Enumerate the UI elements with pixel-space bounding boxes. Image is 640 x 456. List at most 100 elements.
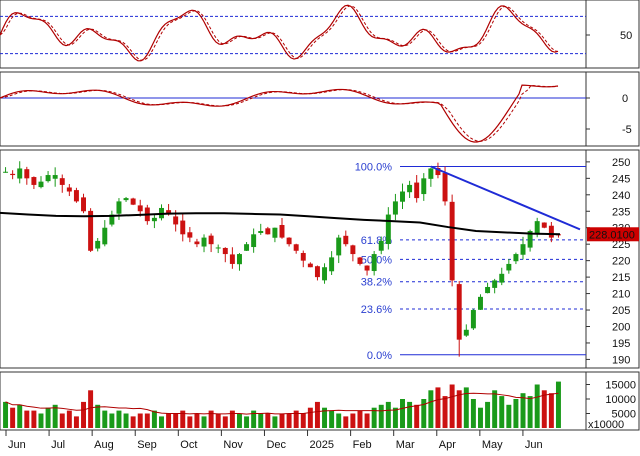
price-candle-body (38, 181, 44, 188)
price-candle-body (10, 173, 16, 176)
volume-bar (208, 410, 214, 428)
price-tick-label: 250 (612, 157, 630, 169)
volume-bar (31, 410, 37, 428)
stochastic-tick-label: 50 (620, 30, 632, 42)
price-candle-body (222, 247, 228, 255)
price-candle-body (456, 284, 462, 340)
price-tick-label: 225 (612, 239, 630, 251)
price-candle-body (322, 267, 328, 281)
price-candle-body (251, 234, 257, 248)
price-candle-body (258, 231, 264, 233)
price-candle-body (95, 240, 101, 249)
month-label: May (482, 439, 503, 451)
stochastic-d-line (0, 5, 559, 61)
volume-bar (520, 393, 526, 428)
volume-bar (513, 399, 519, 428)
volume-bar (66, 410, 72, 428)
macd-signal-line (0, 84, 559, 142)
volume-bar (59, 413, 65, 428)
price-tick-label: 205 (612, 305, 630, 317)
month-label: Nov (223, 439, 243, 451)
price-candle-body (478, 296, 483, 310)
price-candle-body (336, 237, 342, 256)
volume-bar (222, 416, 228, 428)
volume-bar (123, 413, 129, 428)
price-candle-body (407, 184, 413, 193)
price-candle-body (293, 244, 299, 251)
stochastic-k-line (0, 4, 559, 62)
last-price-tag (587, 227, 639, 242)
volume-bar (3, 401, 9, 428)
volume-bar (307, 407, 313, 428)
fib-level-label: 0.0% (367, 350, 392, 362)
price-candle-body (357, 257, 363, 264)
price-candle-body (400, 191, 405, 202)
volume-bar (414, 404, 420, 428)
fib-level-label: 100.0% (355, 161, 393, 173)
price-candle-body (66, 187, 72, 192)
volume-bar (527, 396, 533, 428)
price-candle-body (81, 197, 86, 212)
panel-frame (0, 71, 640, 147)
volume-bar (144, 413, 150, 428)
month-label: Mar (396, 439, 415, 451)
volume-bar (392, 407, 398, 428)
volume-bar (102, 410, 108, 428)
volume-bar (485, 401, 491, 428)
x-axis: Jun Jul Aug Sep Oct Nov Dec 2025 Feb Mar Apr May Jun (0, 429, 639, 451)
volume-bar (300, 413, 306, 428)
volume-bar (407, 401, 413, 428)
last-price-label: 228.0100 (589, 229, 635, 241)
volume-bar (541, 390, 547, 428)
price-candle-body (371, 254, 377, 272)
volume-bar (470, 399, 476, 428)
volume-bar (73, 416, 79, 428)
price-candle-body (244, 244, 250, 251)
price-candle-body (385, 214, 391, 245)
macd-tick-label: -5 (622, 124, 632, 136)
month-label: Jun (8, 439, 26, 451)
volume-bar (400, 399, 405, 428)
price-candle-body (378, 240, 384, 251)
price-candle-body (59, 178, 65, 185)
price-candle-body (421, 178, 427, 195)
price-candle-body (470, 310, 476, 329)
macd-panel: 0 -5 (0, 71, 640, 147)
volume-bar (463, 387, 469, 428)
price-candle-body (463, 329, 469, 336)
price-tick-label: 245 (612, 173, 630, 185)
volume-bar (95, 404, 101, 428)
panel-frame (0, 149, 640, 369)
price-candle-body (130, 198, 136, 205)
price-candle-body (300, 252, 306, 261)
volume-bar (24, 410, 30, 428)
volume-bar (442, 396, 448, 428)
volume-bar (449, 384, 455, 428)
volume-bar (159, 416, 164, 428)
volume-bar (10, 407, 16, 428)
price-candle-body (428, 168, 434, 179)
price-candle-body (350, 245, 356, 255)
price-candle-body (229, 254, 235, 264)
volume-bar (555, 381, 561, 428)
month-label: Aug (94, 439, 114, 451)
price-candle-body (208, 235, 214, 245)
price-candle-body (314, 266, 320, 278)
price-candle-body (541, 222, 547, 228)
volume-bar (435, 387, 441, 428)
volume-bar (45, 407, 51, 428)
price-tick-label: 200 (612, 321, 630, 333)
price-candle-body (520, 244, 526, 255)
volume-bar (378, 404, 384, 428)
volume-bar (116, 410, 122, 428)
volume-bar (343, 416, 349, 428)
volume-bar (137, 413, 143, 428)
month-label: Jul (51, 439, 65, 451)
price-candle-body (88, 210, 94, 251)
price-candle-body (137, 205, 143, 212)
volume-bar (52, 404, 58, 428)
price-tick-label: 215 (612, 272, 630, 284)
month-label: 2025 (310, 439, 334, 451)
volume-bar (499, 396, 505, 428)
